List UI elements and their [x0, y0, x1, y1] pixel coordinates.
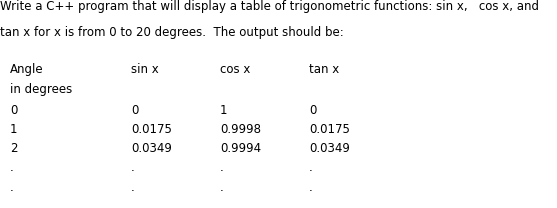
Text: .: .: [10, 181, 14, 193]
Text: .: .: [309, 200, 313, 208]
Text: .: .: [220, 200, 224, 208]
Text: 1: 1: [10, 123, 17, 136]
Text: in degrees: in degrees: [10, 83, 72, 96]
Text: 0: 0: [309, 104, 316, 117]
Text: 0.0349: 0.0349: [309, 142, 350, 155]
Text: Write a C++ program that will display a table of trigonometric functions: sin x,: Write a C++ program that will display a …: [0, 0, 539, 13]
Text: 0: 0: [131, 104, 138, 117]
Text: .: .: [309, 161, 313, 174]
Text: .: .: [220, 161, 224, 174]
Text: sin x: sin x: [131, 63, 159, 76]
Text: 0: 0: [10, 104, 17, 117]
Text: 0.9998: 0.9998: [220, 123, 261, 136]
Text: cos x: cos x: [220, 63, 251, 76]
Text: tan x for x is from 0 to 20 degrees.  The output should be:: tan x for x is from 0 to 20 degrees. The…: [0, 26, 344, 39]
Text: 0.0175: 0.0175: [131, 123, 172, 136]
Text: .: .: [309, 181, 313, 193]
Text: 0.0175: 0.0175: [309, 123, 350, 136]
Text: 0.0349: 0.0349: [131, 142, 172, 155]
Text: .: .: [10, 200, 14, 208]
Text: 1: 1: [220, 104, 227, 117]
Text: tan x: tan x: [309, 63, 339, 76]
Text: .: .: [10, 161, 14, 174]
Text: .: .: [220, 181, 224, 193]
Text: .: .: [131, 161, 135, 174]
Text: .: .: [131, 181, 135, 193]
Text: .: .: [131, 200, 135, 208]
Text: Angle: Angle: [10, 63, 43, 76]
Text: 0.9994: 0.9994: [220, 142, 261, 155]
Text: 2: 2: [10, 142, 17, 155]
